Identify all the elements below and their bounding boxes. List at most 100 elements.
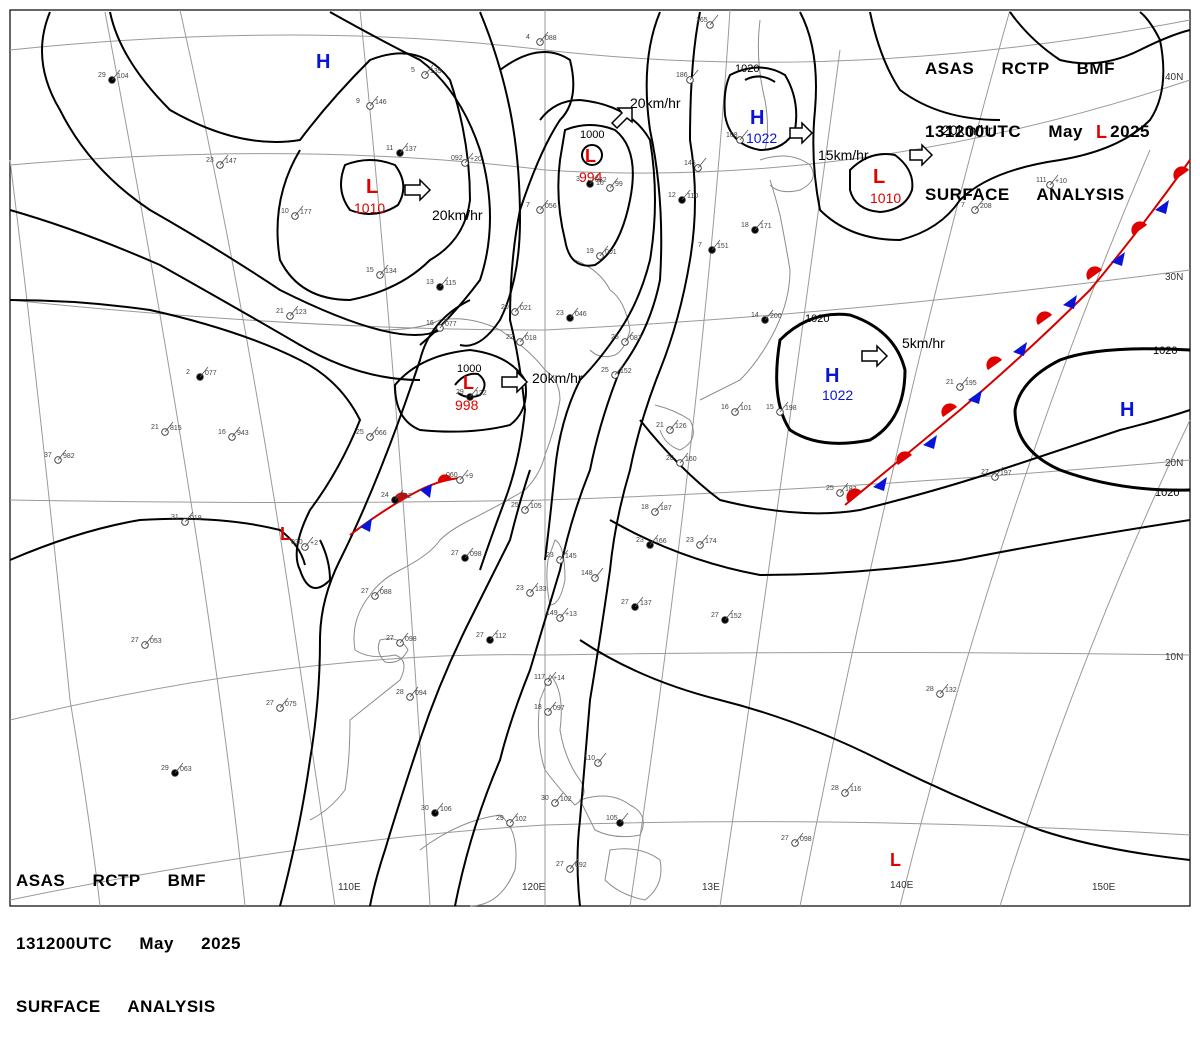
station-value: 088 xyxy=(545,35,557,42)
hainan xyxy=(377,638,409,663)
station-plot: 29 104 xyxy=(98,69,129,84)
station-value: 815 xyxy=(170,425,182,432)
station-plot: 23 174 xyxy=(686,534,717,549)
wind-barb xyxy=(539,199,549,211)
warm-front-semicircle xyxy=(1131,221,1147,235)
station-value: 066 xyxy=(375,430,387,437)
station-plot: 31 019 xyxy=(171,511,202,526)
wind-barb xyxy=(994,466,1004,478)
station-value: 098 xyxy=(800,836,812,843)
station-value: 943 xyxy=(237,430,249,437)
station-plot: 23 166 xyxy=(636,534,667,549)
wind-barb xyxy=(519,331,529,343)
station-value: 094 xyxy=(415,690,427,697)
isobar-h1022-inner xyxy=(744,75,776,83)
station-value: 145 xyxy=(565,553,577,560)
meridian-100e xyxy=(9,159,101,907)
station-value: 28 xyxy=(926,686,934,693)
station-value: 056 xyxy=(545,203,557,210)
isobar-central-2 xyxy=(454,11,663,907)
station-plot: 111 +10 xyxy=(1036,174,1067,189)
station-plot: 030 +2 xyxy=(291,536,318,551)
station-value: 29 xyxy=(161,765,169,772)
isobar-3 xyxy=(9,299,362,589)
meridian-115e xyxy=(359,9,431,907)
station-value: 7 xyxy=(698,242,702,249)
japan-honshu xyxy=(699,179,791,401)
station-value: 105 xyxy=(530,503,542,510)
station-plot: 27 053 xyxy=(131,634,162,649)
chart-header-top-right: ASAS RCTP BMF 131200UTC May 2025 SURFACE… xyxy=(925,16,1150,226)
station-plot: 21 123 xyxy=(276,305,307,320)
station-value: 101 xyxy=(740,405,752,412)
wind-barb xyxy=(709,14,719,26)
station-value: 99 xyxy=(615,181,623,188)
station-value: +9 xyxy=(465,473,473,480)
station-value: 108 xyxy=(726,132,738,139)
high-symbol: H xyxy=(316,51,330,73)
station-value: 165 xyxy=(696,17,708,24)
station-plot: 11 137 xyxy=(386,142,417,157)
station-value: 030 xyxy=(291,539,303,546)
wind-barb xyxy=(547,671,557,683)
station-value: 30 xyxy=(421,805,429,812)
station-plot: 149 +13 xyxy=(546,607,577,622)
station-plot: 19 001 xyxy=(586,245,617,260)
station-plot: 37 982 xyxy=(44,449,75,464)
station-value: 11 xyxy=(386,145,393,152)
header-line-3: SURFACE ANALYSIS xyxy=(925,185,1125,204)
station-plot: 12 110 xyxy=(668,189,698,204)
lon-label: 140E xyxy=(890,880,914,891)
station-value: 098 xyxy=(405,636,417,643)
station-value: 077 xyxy=(445,321,457,328)
station-value: 16 xyxy=(218,429,226,436)
isobar-west-2 xyxy=(369,469,531,907)
wind-barb xyxy=(939,683,949,695)
wind-barb xyxy=(681,189,691,201)
station-value: 29 xyxy=(456,389,464,396)
isobar-2 xyxy=(9,209,421,381)
isobar-ne-3 xyxy=(869,11,1001,121)
station-value: 29 xyxy=(98,72,106,79)
station-value: 187 xyxy=(845,486,857,493)
station-value: 21 xyxy=(151,424,159,431)
station-value: 30 xyxy=(541,795,549,802)
warm-front-semicircle xyxy=(846,488,862,502)
station-value: 7 xyxy=(961,202,965,209)
station-value: +2 xyxy=(310,540,318,547)
station-plot: 25 105 xyxy=(511,499,542,514)
station-value: 152 xyxy=(620,368,632,375)
station-value: 15 xyxy=(766,404,774,411)
station-value: 5 xyxy=(411,67,415,74)
isobar-ne-1 xyxy=(799,11,1165,242)
isobar-l994-ring xyxy=(557,124,634,267)
station-value: 177 xyxy=(300,209,312,216)
low-center: L xyxy=(280,524,291,544)
movement-arrow: 15km/hr xyxy=(789,121,869,163)
warm-front-semicircle xyxy=(1173,166,1189,180)
low-symbol: L xyxy=(280,524,291,544)
station-value: 21 xyxy=(656,422,664,429)
station-plot: 108 xyxy=(726,129,749,144)
station-value: 097 xyxy=(553,705,565,712)
low-symbol: L xyxy=(873,166,885,188)
station-plot: 23 145 xyxy=(546,549,577,564)
station-plot: 16 077 xyxy=(426,317,457,332)
header-line-3: SURFACE ANALYSIS xyxy=(16,997,216,1016)
movement-speed: 20km/hr xyxy=(432,207,483,223)
station-value: 148 xyxy=(581,570,593,577)
wind-barb xyxy=(634,596,644,608)
low-pressure-value: 994 xyxy=(579,169,603,185)
station-value: 208 xyxy=(980,203,992,210)
movement-arrow: 20km/hr xyxy=(404,178,483,223)
station-value: 110 xyxy=(584,755,595,762)
station-plot: 2 077 xyxy=(186,366,217,381)
station-plot: 29 102 xyxy=(496,812,527,827)
movement-speed: 20km/hr xyxy=(532,370,583,386)
station-value: 2 xyxy=(186,369,190,376)
station-value: 106 xyxy=(440,806,452,813)
station-value: 147 xyxy=(225,158,237,165)
wind-barb xyxy=(654,501,664,513)
meridian-125e xyxy=(629,9,731,907)
isobar-label: 1000 xyxy=(580,129,604,141)
